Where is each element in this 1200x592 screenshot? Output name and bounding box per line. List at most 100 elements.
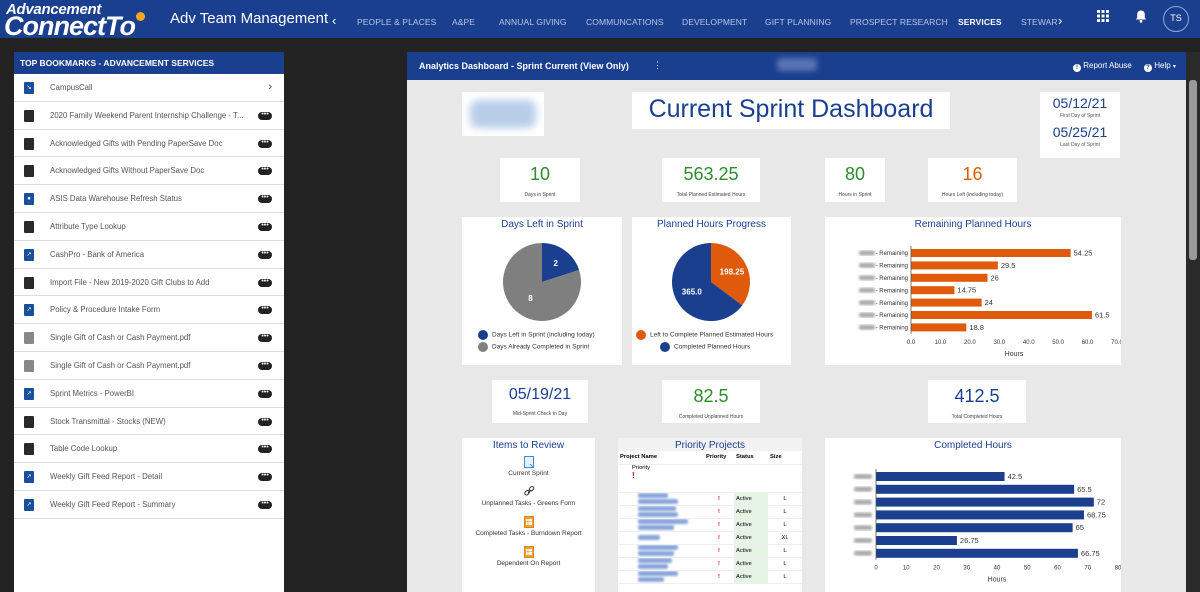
- more-options-icon[interactable]: •••: [258, 389, 272, 398]
- project-name-redacted[interactable]: [618, 570, 704, 584]
- panel-menu-icon[interactable]: ⋮: [653, 60, 662, 70]
- bar[interactable]: [911, 298, 982, 307]
- project-name-redacted[interactable]: [618, 557, 704, 571]
- external-link-icon: ↗: [24, 498, 34, 511]
- nav-item-annual-giving[interactable]: ANNUAL GIVING: [499, 17, 567, 27]
- nav-item-stewar[interactable]: STEWAR: [1021, 17, 1058, 27]
- pie-slice[interactable]: [711, 243, 750, 306]
- chevron-right-icon[interactable]: ›: [268, 81, 272, 93]
- nav-next-icon[interactable]: ›: [1058, 13, 1063, 28]
- table-row[interactable]: ! Active L: [618, 570, 802, 584]
- report-abuse-link[interactable]: ! Report Abuse: [1073, 61, 1132, 72]
- bookmark-label: Attribute Type Lookup: [50, 221, 126, 231]
- table-row[interactable]: ! Active XL: [618, 531, 802, 545]
- bar[interactable]: [911, 273, 988, 282]
- bookmark-item[interactable]: Stock Transmittal - Stocks (NEW) •••: [14, 408, 284, 436]
- bookmark-item[interactable]: 2020 Family Weekend Parent Internship Ch…: [14, 102, 284, 130]
- more-options-icon[interactable]: •••: [258, 444, 272, 454]
- more-options-icon[interactable]: •••: [258, 194, 272, 204]
- bookmark-item[interactable]: ↗ Policy & Procedure Intake Form •••: [14, 296, 284, 325]
- bookmark-item[interactable]: Acknowledged Gifts Without PaperSave Doc…: [14, 157, 284, 186]
- more-options-icon[interactable]: •••: [258, 222, 272, 231]
- pie-slice[interactable]: [542, 243, 580, 282]
- table-row[interactable]: ! Active L: [618, 544, 802, 558]
- chart-title: Planned Hours Progress: [657, 219, 766, 230]
- table-row[interactable]: ! Active L: [618, 518, 802, 532]
- bar[interactable]: [911, 286, 955, 295]
- project-name-redacted[interactable]: [618, 531, 704, 545]
- bar[interactable]: [911, 311, 1092, 319]
- kpi-value: 563.25: [683, 164, 739, 184]
- more-options-icon[interactable]: •••: [258, 250, 272, 259]
- bookmark-item[interactable]: ↗ Weekly Gift Feed Report - Detail •••: [14, 463, 284, 491]
- priority-cell: !: [704, 544, 734, 558]
- bar[interactable]: [911, 323, 967, 332]
- review-item[interactable]: Current Sprint: [462, 456, 595, 477]
- remaining-hours-bar-chart: - Remaining 54.25 - Remaining 29.5 - Remaini…: [859, 246, 1121, 358]
- nav-prev-icon[interactable]: ‹: [332, 13, 337, 28]
- review-item[interactable]: Dependent On Report: [462, 546, 595, 567]
- nav-item-communcations[interactable]: COMMUNCATIONS: [586, 17, 664, 27]
- bar[interactable]: [911, 249, 1071, 257]
- table-row[interactable]: ! Active L: [618, 492, 802, 506]
- more-options-icon[interactable]: •••: [258, 500, 272, 509]
- bar-value-label: 24: [985, 298, 993, 307]
- table-row[interactable]: ! Active L: [618, 505, 802, 519]
- bar[interactable]: [911, 261, 998, 270]
- bookmark-item[interactable]: Acknowledged Gifts with Pending PaperSav…: [14, 130, 284, 158]
- bookmark-item[interactable]: Single Gift of Cash or Cash Payment.pdf •…: [14, 324, 284, 352]
- project-name-redacted[interactable]: [618, 492, 704, 506]
- more-options-icon[interactable]: •••: [258, 166, 272, 176]
- bookmark-item[interactable]: ↗ CashPro - Bank of America •••: [14, 241, 284, 269]
- review-item[interactable]: Completed Tasks - Burndown Report: [462, 516, 595, 537]
- bar-value-label: 61.5: [1095, 311, 1110, 320]
- project-name-redacted[interactable]: [618, 544, 704, 558]
- more-options-icon[interactable]: •••: [258, 305, 272, 315]
- nav-item-prospect-research[interactable]: PROSPECT RESEARCH: [850, 17, 948, 27]
- bar[interactable]: [876, 510, 1084, 520]
- bookmark-list: ↘ CampusCall › 2020 Family Weekend Parent I…: [14, 74, 284, 519]
- bar[interactable]: [876, 484, 1075, 494]
- project-name-redacted[interactable]: [618, 505, 704, 519]
- more-options-icon[interactable]: •••: [258, 333, 272, 343]
- more-options-icon[interactable]: •••: [258, 361, 272, 370]
- pie-slice[interactable]: [672, 243, 743, 321]
- table-row[interactable]: ! Active L: [618, 557, 802, 571]
- bell-icon[interactable]: [1135, 10, 1147, 26]
- nav-item-a-pe[interactable]: A&PE: [452, 17, 476, 27]
- pie-slice[interactable]: [503, 243, 581, 321]
- nav-item-gift-planning[interactable]: GIFT PLANNING: [765, 17, 832, 27]
- bookmark-item[interactable]: Attribute Type Lookup •••: [14, 213, 284, 241]
- bookmark-item[interactable]: ↗ Sprint Metrics - PowerBI •••: [14, 380, 284, 408]
- bar[interactable]: [876, 497, 1094, 507]
- bar[interactable]: [876, 472, 1005, 481]
- more-options-icon[interactable]: •••: [258, 472, 272, 482]
- scrollbar-thumb[interactable]: [1189, 80, 1197, 260]
- user-avatar[interactable]: TS: [1163, 6, 1189, 32]
- bar[interactable]: [876, 523, 1073, 533]
- bar[interactable]: [876, 536, 957, 545]
- bookmark-item[interactable]: Table Code Lookup •••: [14, 435, 284, 464]
- nav-item-services[interactable]: SERVICES: [958, 17, 1002, 27]
- nav-item-people-places[interactable]: PEOPLE & PLACES: [357, 17, 437, 27]
- more-options-icon[interactable]: •••: [258, 111, 272, 120]
- review-item[interactable]: Unplanned Tasks - Greens Form: [462, 485, 595, 507]
- bookmark-item[interactable]: Single Gift of Cash or Cash Payment.pdf •…: [14, 352, 284, 380]
- panel-scrollbar[interactable]: [1186, 52, 1200, 592]
- more-options-icon[interactable]: •••: [258, 278, 272, 287]
- bookmark-item[interactable]: ● ASIS Data Warehouse Refresh Status •••: [14, 185, 284, 213]
- help-link[interactable]: ? Help ▾: [1144, 61, 1176, 72]
- bookmark-item[interactable]: ↗ Weekly Gift Feed Report - Summary •••: [14, 491, 284, 519]
- bookmark-item[interactable]: ↘ CampusCall ›: [14, 74, 284, 102]
- nav-item-development[interactable]: DEVELOPMENT: [682, 17, 748, 27]
- kpi-value: 05/19/21: [508, 386, 572, 403]
- more-options-icon[interactable]: •••: [258, 139, 272, 148]
- more-options-icon[interactable]: •••: [258, 417, 272, 426]
- grid-icon[interactable]: [1097, 10, 1109, 25]
- priority-cell: !: [704, 557, 734, 571]
- bar[interactable]: [876, 548, 1078, 558]
- column-header: Project Name: [618, 451, 704, 465]
- project-name-redacted[interactable]: [618, 518, 704, 532]
- bookmark-item[interactable]: Import File - New 2019-2020 Gift Clubs t…: [14, 269, 284, 297]
- advancement-connect-logo[interactable]: Advancement ConnectTo: [4, 1, 160, 41]
